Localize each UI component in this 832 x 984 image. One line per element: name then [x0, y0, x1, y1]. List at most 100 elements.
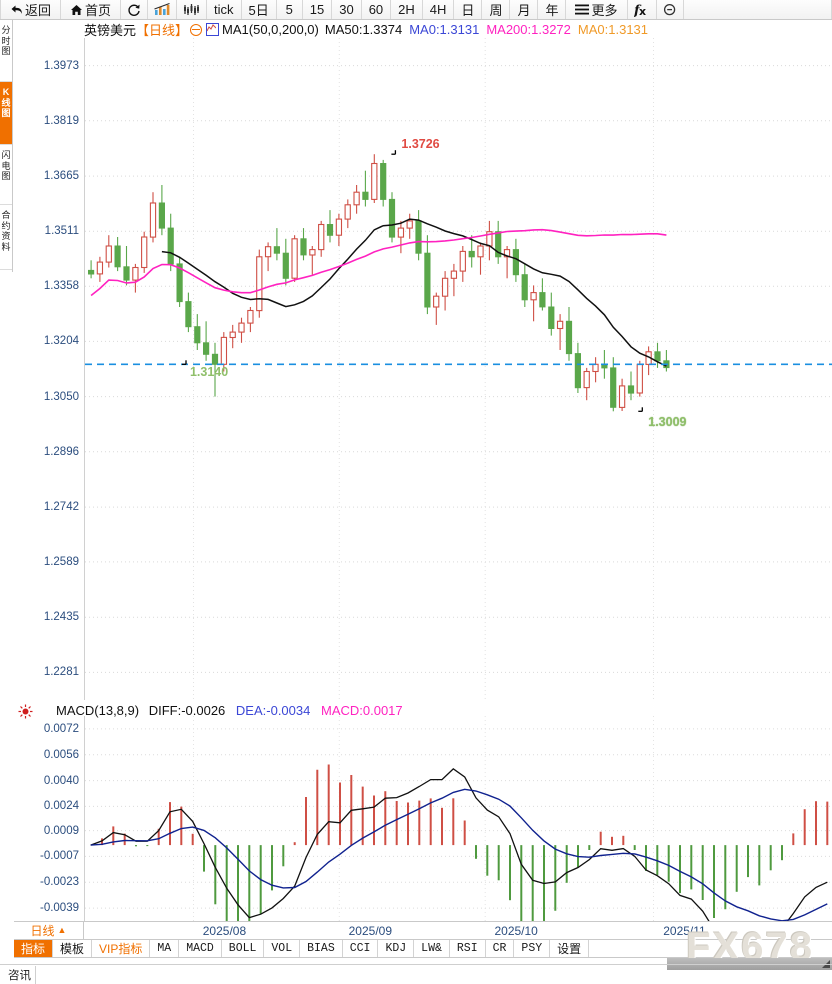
- period-label: 【日线】: [136, 20, 188, 39]
- toolbar-tick-label: tick: [214, 2, 234, 17]
- toolbar-spacer: [684, 0, 832, 19]
- toolbar-m5[interactable]: 5: [277, 0, 303, 19]
- indicator-boll[interactable]: BOLL: [222, 940, 265, 957]
- toolbar-h4-label: 4H: [430, 2, 447, 17]
- toolbar-tick[interactable]: tick: [207, 0, 242, 19]
- indicator-macd[interactable]: MACD: [179, 940, 222, 957]
- toolbar-candles[interactable]: [177, 0, 207, 19]
- macd-tick-label: 0.0072: [44, 723, 79, 735]
- period-tab-label: 日线: [31, 922, 55, 939]
- toolbar-year-label: 年: [545, 0, 558, 19]
- toolbar-five-day[interactable]: 5日: [242, 0, 277, 19]
- price-tick-label: 1.2435: [44, 611, 79, 623]
- ma0-value: MA0:1.3131: [409, 22, 479, 37]
- ma0b-value: MA0:1.3131: [578, 22, 648, 37]
- indicator-indicators[interactable]: 指标: [14, 940, 53, 957]
- toolbar-week-label: 周: [489, 0, 502, 19]
- toolbar-m30[interactable]: 30: [332, 0, 361, 19]
- toolbar-five-day-label: 5日: [249, 0, 269, 19]
- news-tab[interactable]: 咨讯: [4, 966, 36, 984]
- toolbar-home-label: 首页: [85, 0, 111, 19]
- x-tick-label: 2025/10: [494, 924, 537, 938]
- toolbar-back-label: 返回: [25, 0, 51, 19]
- price-tick-label: 1.3050: [44, 391, 79, 403]
- toolbar-zoom-out[interactable]: [657, 0, 684, 19]
- macd-plot-area[interactable]: [84, 716, 832, 921]
- ma-formula: MA1(50,0,200,0): [222, 22, 319, 37]
- sidebar-item-lightning[interactable]: 闪电图: [0, 145, 12, 205]
- toolbar-home[interactable]: 首页: [61, 0, 121, 19]
- macd-tick-label: -0.0023: [40, 876, 79, 888]
- candlestick-icon: [183, 3, 200, 16]
- indicator-cci[interactable]: CCI: [343, 940, 379, 957]
- x-tick-label: 2025/11: [663, 924, 706, 938]
- home-icon: [70, 4, 83, 16]
- toolbar-m15[interactable]: 15: [303, 0, 332, 19]
- sidebar-item-kline[interactable]: K线图: [0, 82, 12, 145]
- toolbar-m60[interactable]: 60: [362, 0, 391, 19]
- indicator-vip-indicators[interactable]: VIP指标: [92, 940, 150, 957]
- period-tab[interactable]: 日线 ▲: [14, 921, 84, 939]
- svg-text:x: x: [639, 5, 646, 17]
- toolbar-back[interactable]: 返回: [0, 0, 61, 19]
- indicator-vol[interactable]: VOL: [264, 940, 300, 957]
- toolbar-m30-label: 30: [339, 2, 353, 17]
- price-tick-label: 1.3204: [44, 335, 79, 347]
- sidebar-item-label: 闪电图: [0, 150, 12, 182]
- indicator-psy[interactable]: PSY: [514, 940, 550, 957]
- toolbar-more-label: 更多: [591, 0, 617, 19]
- indicator-settings-icon[interactable]: [206, 23, 219, 36]
- toolbar-more[interactable]: 更多: [566, 0, 627, 19]
- price-tick-label: 1.3511: [45, 225, 79, 237]
- sidebar-item-time-share[interactable]: 分时图: [0, 20, 12, 82]
- indicator-cr[interactable]: CR: [486, 940, 515, 957]
- toolbar-year[interactable]: 年: [538, 0, 566, 19]
- price-tick-label: 1.3358: [44, 280, 79, 292]
- indicator-kdj[interactable]: KDJ: [378, 940, 414, 957]
- toolbar-m5-label: 5: [286, 2, 293, 17]
- chart-header: 英镑美元 【日线】 MA1(50,0,200,0) MA50:1.3374 MA…: [84, 21, 648, 38]
- indicator-bias[interactable]: BIAS: [300, 940, 343, 957]
- bar-chart-icon: [154, 3, 170, 16]
- toolbar-chart[interactable]: [148, 0, 177, 19]
- toolbar-h2[interactable]: 2H: [391, 0, 423, 19]
- price-tick-label: 1.3665: [44, 170, 79, 182]
- indicator-ma[interactable]: MA: [150, 940, 179, 957]
- toolbar-m15-label: 15: [310, 2, 324, 17]
- hamburger-icon: [575, 4, 589, 15]
- sidebar-item-contract-info[interactable]: 合约资料: [0, 205, 12, 270]
- toolbar-month-label: 月: [517, 0, 530, 19]
- ma50-value: MA50:1.3374: [325, 22, 402, 37]
- indicator-rsi[interactable]: RSI: [450, 940, 486, 957]
- high-price-annotation: 1.3726: [401, 137, 439, 151]
- toolbar-h4[interactable]: 4H: [423, 0, 455, 19]
- price-tick-label: 1.2589: [44, 556, 79, 568]
- x-tick-label: 2025/09: [349, 924, 392, 938]
- triangle-up-icon: ▲: [58, 926, 67, 935]
- price-tick-label: 1.2896: [44, 446, 79, 458]
- toolbar-month[interactable]: 月: [510, 0, 538, 19]
- toolbar-week[interactable]: 周: [482, 0, 510, 19]
- low-price-annotation: 1.3009: [648, 415, 686, 429]
- toolbar-day-label: 日: [461, 0, 474, 19]
- indicator-lwr[interactable]: LW&: [414, 940, 450, 957]
- toolbar-refresh[interactable]: [121, 0, 148, 19]
- indicator-settings[interactable]: 设置: [550, 940, 589, 957]
- indicator-bar-filler: [589, 940, 832, 957]
- indicator-templates[interactable]: 模板: [53, 940, 92, 957]
- minus-circle-icon[interactable]: [190, 24, 202, 36]
- price-tick-label: 1.2281: [44, 666, 79, 678]
- price-tick-label: 1.3973: [44, 60, 79, 72]
- price-plot-area[interactable]: 1.3726 1.3140 1.3009: [84, 38, 832, 700]
- x-tick-label: 2025/08: [203, 924, 246, 938]
- sidebar-item-label: 分时图: [0, 25, 12, 57]
- toolbar-h2-label: 2H: [398, 2, 415, 17]
- toolbar-day[interactable]: 日: [454, 0, 482, 19]
- macd-tick-label: 0.0040: [44, 775, 79, 787]
